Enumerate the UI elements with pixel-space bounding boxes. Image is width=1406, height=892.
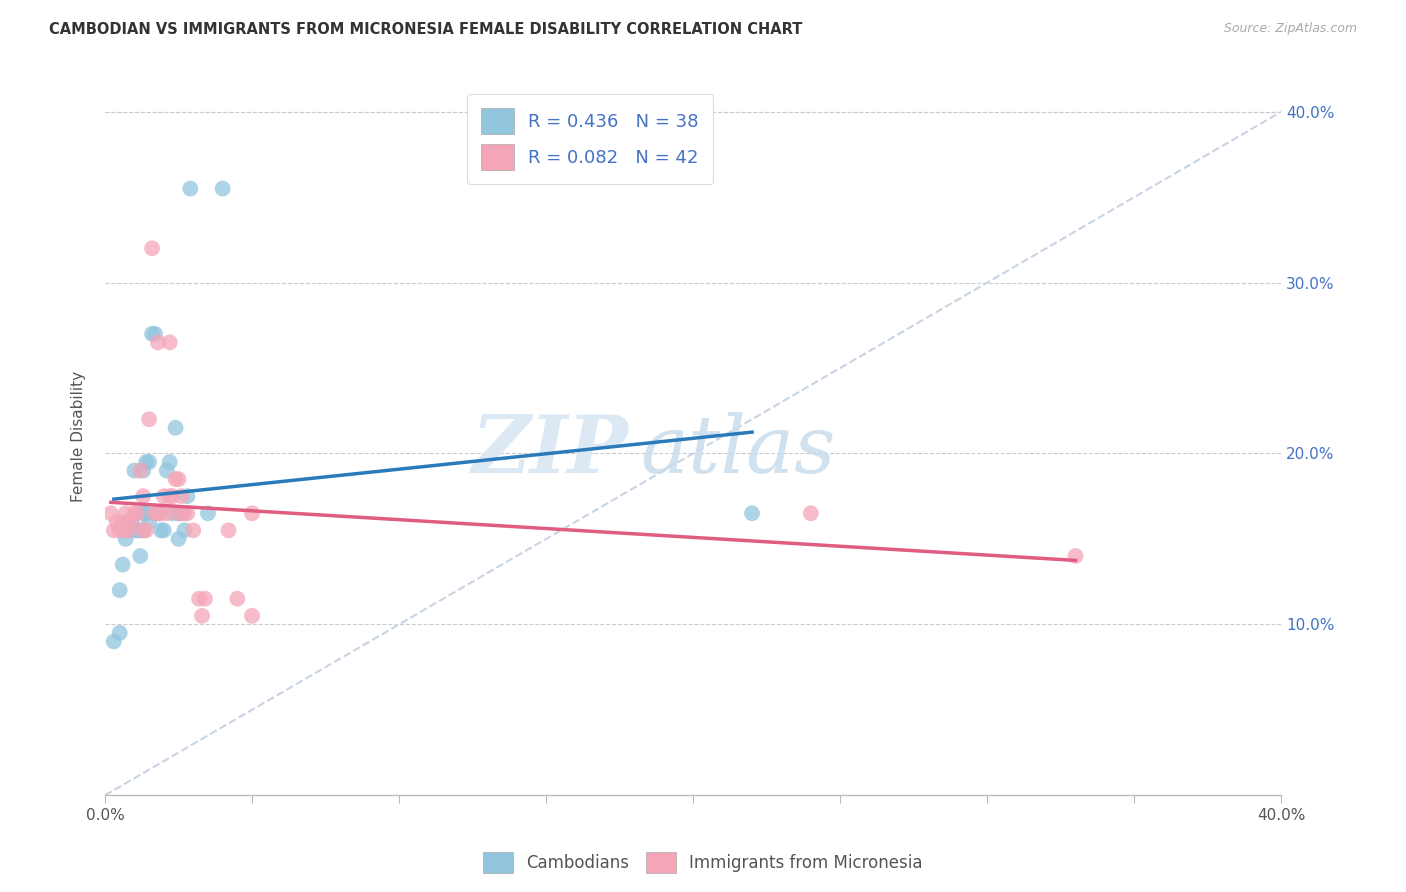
Point (240, 506, 263, 520)
Text: atlas: atlas (640, 412, 835, 490)
Point (173, 506, 195, 520)
Point (117, 524, 139, 538)
Point (179, 181, 201, 195)
Point (240, 608, 263, 623)
Point (105, 515, 128, 529)
Point (167, 532, 190, 546)
Point (120, 515, 142, 529)
Point (127, 524, 149, 538)
Point (153, 489, 176, 503)
Point (149, 524, 172, 538)
Legend: Cambodians, Immigrants from Micronesia: Cambodians, Immigrants from Micronesia (477, 846, 929, 880)
Point (114, 532, 136, 546)
Point (167, 506, 190, 520)
Point (129, 524, 152, 538)
Point (132, 506, 155, 520)
Y-axis label: Female Disability: Female Disability (72, 371, 86, 502)
Point (165, 421, 187, 435)
Point (146, 506, 169, 520)
Point (173, 524, 195, 538)
Point (132, 524, 155, 538)
Point (132, 524, 155, 538)
Point (111, 558, 134, 572)
Point (103, 524, 125, 538)
Point (141, 326, 163, 341)
Text: CAMBODIAN VS IMMIGRANTS FROM MICRONESIA FEMALE DISABILITY CORRELATION CHART: CAMBODIAN VS IMMIGRANTS FROM MICRONESIA … (49, 22, 803, 37)
Point (167, 506, 190, 520)
Point (188, 591, 211, 606)
Point (165, 472, 187, 486)
Point (162, 506, 184, 520)
Point (181, 524, 204, 538)
Point (135, 524, 157, 538)
Point (129, 464, 152, 478)
Text: ZIP: ZIP (471, 412, 628, 490)
Point (108, 583, 131, 598)
Point (114, 506, 136, 520)
Point (114, 524, 136, 538)
Point (159, 335, 181, 350)
Point (149, 506, 172, 520)
Point (127, 506, 149, 520)
Point (800, 506, 823, 520)
Point (132, 464, 155, 478)
Point (211, 181, 233, 195)
Point (156, 506, 179, 520)
Point (143, 506, 166, 520)
Point (138, 412, 160, 426)
Point (156, 464, 179, 478)
Point (111, 515, 134, 529)
Point (124, 464, 146, 478)
Point (146, 335, 169, 350)
Point (153, 524, 176, 538)
Point (218, 524, 240, 538)
Point (159, 455, 181, 469)
Point (108, 626, 131, 640)
Point (1064, 549, 1087, 563)
Point (176, 506, 198, 520)
Point (138, 515, 160, 529)
Point (162, 489, 184, 503)
Point (117, 515, 139, 529)
Point (167, 472, 190, 486)
Point (226, 591, 249, 606)
Point (146, 506, 169, 520)
Point (103, 634, 125, 648)
Point (135, 455, 157, 469)
Point (191, 608, 214, 623)
Point (132, 489, 155, 503)
Point (141, 241, 163, 255)
Point (100, 506, 122, 520)
Point (170, 489, 193, 503)
Point (170, 506, 193, 520)
Point (129, 549, 152, 563)
Point (124, 506, 146, 520)
Point (108, 524, 131, 538)
Text: Source: ZipAtlas.com: Source: ZipAtlas.com (1223, 22, 1357, 36)
Legend: R = 0.436   N = 38, R = 0.082   N = 42: R = 0.436 N = 38, R = 0.082 N = 42 (467, 94, 713, 185)
Point (120, 515, 142, 529)
Point (124, 524, 146, 538)
Point (194, 591, 217, 606)
Point (176, 489, 198, 503)
Point (197, 506, 219, 520)
Point (138, 455, 160, 469)
Point (741, 506, 763, 520)
Point (143, 326, 166, 341)
Point (159, 489, 181, 503)
Point (135, 506, 157, 520)
Point (114, 524, 136, 538)
